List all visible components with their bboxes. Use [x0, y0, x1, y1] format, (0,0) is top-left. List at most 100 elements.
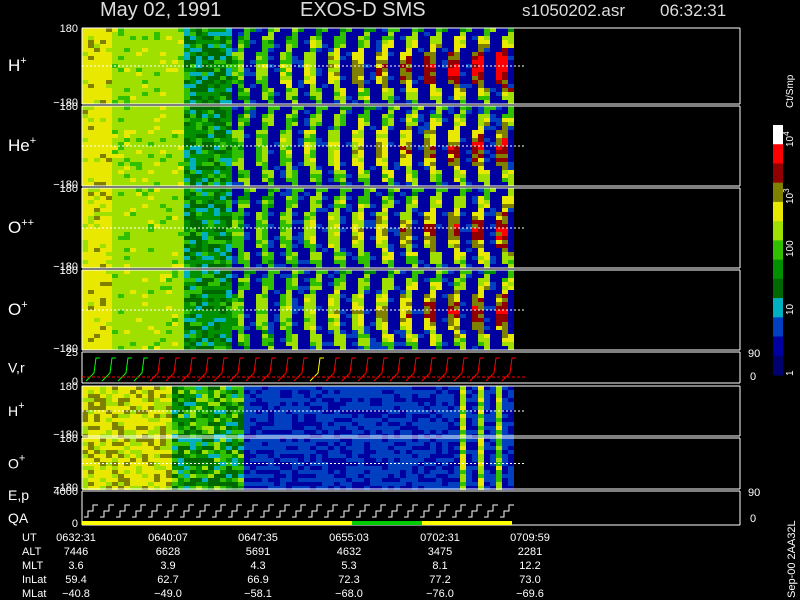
spectrogram-cell: [340, 158, 346, 162]
spectrogram-cell: [352, 264, 358, 268]
spectrogram-cell: [142, 76, 148, 80]
spectrogram-cell: [430, 146, 436, 150]
spectrogram-cell: [394, 130, 400, 134]
spectrogram-cell: [460, 84, 466, 88]
spectrogram-cell: [214, 204, 220, 208]
spectrogram-cell: [400, 200, 406, 204]
spectrogram-cell: [238, 192, 244, 196]
spectrogram-cell: [250, 208, 256, 212]
spectrogram-cell: [238, 130, 244, 134]
spectrogram-cell: [280, 264, 286, 268]
spectrogram-cell: [238, 306, 244, 310]
spectrogram-cell: [358, 150, 364, 154]
spectrogram-cell: [130, 314, 136, 318]
spectrogram-cell: [454, 224, 460, 228]
spectrogram-cell: [118, 278, 124, 282]
spectrogram-cell: [106, 338, 112, 342]
spectrogram-cell: [172, 248, 178, 252]
spectrogram-cell: [88, 322, 94, 326]
spectrogram-cell: [232, 182, 238, 186]
spectrogram-cell: [322, 174, 328, 178]
spectrogram-cell: [244, 216, 250, 220]
spectrogram-cell: [160, 52, 166, 56]
spectrogram-cell: [130, 228, 136, 232]
spectrogram-cell: [172, 208, 178, 212]
spectrogram-cell: [424, 32, 430, 36]
spectrogram-cell: [430, 232, 436, 236]
spectrogram-cell: [208, 270, 214, 274]
spectrogram-cell: [472, 48, 478, 52]
spectrogram-cell: [358, 28, 364, 32]
spectrogram-cell: [424, 60, 430, 64]
spectrogram-cell: [238, 252, 244, 256]
spectrogram-cell: [238, 270, 244, 274]
spectrogram-cell: [424, 248, 430, 252]
spectrogram-cell: [172, 166, 178, 170]
spectrogram-cell: [232, 150, 238, 154]
spectrogram-cell: [442, 100, 448, 104]
spectrogram-cell: [292, 228, 298, 232]
spectrogram-cell: [298, 106, 304, 110]
spectrogram-cell: [124, 294, 130, 298]
spectrogram-cell: [418, 88, 424, 92]
spectrogram-cell: [418, 174, 424, 178]
spectrogram-cell: [286, 126, 292, 130]
spectrogram-cell: [88, 264, 94, 268]
spectrogram-cell: [316, 96, 322, 100]
spectrogram-cell: [340, 122, 346, 126]
spectrogram-cell: [100, 88, 106, 92]
spectrogram-cell: [304, 126, 310, 130]
spectrogram-cell: [232, 32, 238, 36]
spectrogram-cell: [82, 122, 88, 126]
spectrogram-cell: [184, 248, 190, 252]
spectrogram-cell: [484, 118, 490, 122]
spectrogram-cell: [460, 264, 466, 268]
spectrogram-cell: [508, 174, 514, 178]
spectrogram-cell: [166, 110, 172, 114]
spectrogram-cell: [478, 208, 484, 212]
spectrogram-cell: [148, 326, 154, 330]
spectrogram-cell: [88, 60, 94, 64]
spectrogram-cell: [214, 228, 220, 232]
spectrogram-cell: [328, 88, 334, 92]
spectrogram-cell: [370, 178, 376, 182]
spectrogram-cell: [268, 154, 274, 158]
spectrogram-cell: [202, 114, 208, 118]
spectrogram-cell: [166, 216, 172, 220]
spectrogram-cell: [160, 28, 166, 32]
spectrogram-cell: [190, 236, 196, 240]
spectrogram-cell: [286, 270, 292, 274]
spectrogram-cell: [142, 318, 148, 322]
spectrogram-cell: [184, 302, 190, 306]
spectrogram-cell: [154, 244, 160, 248]
spectrogram-cell: [88, 56, 94, 60]
spectrogram-cell: [478, 92, 484, 96]
spectrogram-cell: [178, 278, 184, 282]
spectrogram-cell: [184, 298, 190, 302]
spectrogram-cell: [340, 60, 346, 64]
spectrogram-cell: [142, 110, 148, 114]
spectrogram-cell: [358, 192, 364, 196]
spectrogram-cell: [112, 138, 118, 142]
spectrogram-cell: [112, 118, 118, 122]
spectrogram-cell: [202, 200, 208, 204]
spectrogram-cell: [346, 170, 352, 174]
spectrogram-cell: [238, 72, 244, 76]
spectrogram-cell: [190, 32, 196, 36]
spectrogram-cell: [184, 36, 190, 40]
spectrogram-cell: [136, 192, 142, 196]
spectrogram-cell: [460, 134, 466, 138]
spectrogram-cell: [172, 264, 178, 268]
spectrogram-cell: [184, 44, 190, 48]
spectrogram-cell: [178, 236, 184, 240]
spectrogram-cell: [490, 196, 496, 200]
spectrogram-cell: [190, 40, 196, 44]
spectrogram-cell: [112, 318, 118, 322]
spectrogram-cell: [154, 56, 160, 60]
spectrogram-cell: [112, 346, 118, 350]
spectrogram-cell: [406, 174, 412, 178]
spectrogram-cell: [424, 264, 430, 268]
spectrogram-cell: [484, 182, 490, 186]
spectrogram-cell: [262, 92, 268, 96]
spectrogram-cell: [436, 96, 442, 100]
